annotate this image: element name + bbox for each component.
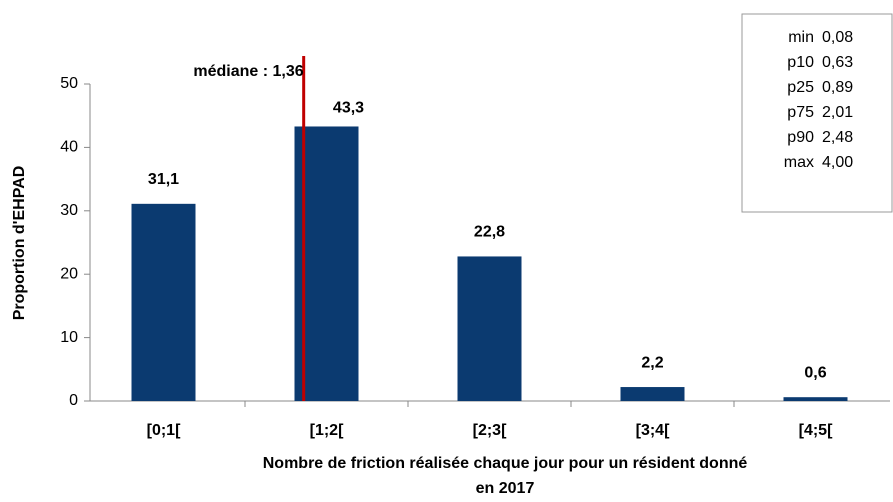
stat-name: max [784, 154, 814, 171]
y-tick-label: 20 [60, 265, 78, 282]
x-tick-label: [2;3[ [473, 422, 507, 439]
y-tick-label: 50 [60, 75, 78, 92]
x-tick-label: [1;2[ [310, 422, 344, 439]
stat-name: min [788, 29, 814, 46]
y-axis-title: Proportion d'EHPAD [11, 166, 28, 321]
stat-value: 2,48 [822, 129, 853, 146]
stat-value: 0,63 [822, 54, 853, 71]
stat-value: 2,01 [822, 104, 853, 121]
stat-name: p25 [787, 79, 814, 96]
x-tick-label: [4;5[ [799, 422, 833, 439]
stat-name: p75 [787, 104, 814, 121]
stats-box [741, 13, 893, 213]
stat-value: 0,08 [822, 29, 853, 46]
x-tick-label: [0;1[ [147, 422, 181, 439]
bar [131, 203, 196, 401]
bar [620, 387, 685, 401]
stat-name: p90 [787, 129, 814, 146]
y-tick-label: 0 [69, 392, 78, 409]
y-tick-label: 40 [60, 139, 78, 156]
x-axis-title: en 2017 [476, 480, 535, 497]
stat-name: p10 [787, 54, 814, 71]
stat-value: 0,89 [822, 79, 853, 96]
value-label: 2,2 [641, 354, 663, 371]
value-label: 43,3 [333, 100, 364, 117]
y-tick-label: 30 [60, 202, 78, 219]
bar [783, 397, 848, 401]
bar [457, 256, 522, 401]
median-label: médiane : 1,36 [193, 63, 303, 80]
stat-value: 4,00 [822, 154, 853, 171]
value-label: 22,8 [474, 224, 505, 241]
y-tick-label: 10 [60, 329, 78, 346]
value-label: 0,6 [804, 364, 826, 381]
value-label: 31,1 [148, 171, 179, 188]
x-axis-title: Nombre de friction réalisée chaque jour … [263, 455, 748, 472]
x-tick-label: [3;4[ [636, 422, 670, 439]
